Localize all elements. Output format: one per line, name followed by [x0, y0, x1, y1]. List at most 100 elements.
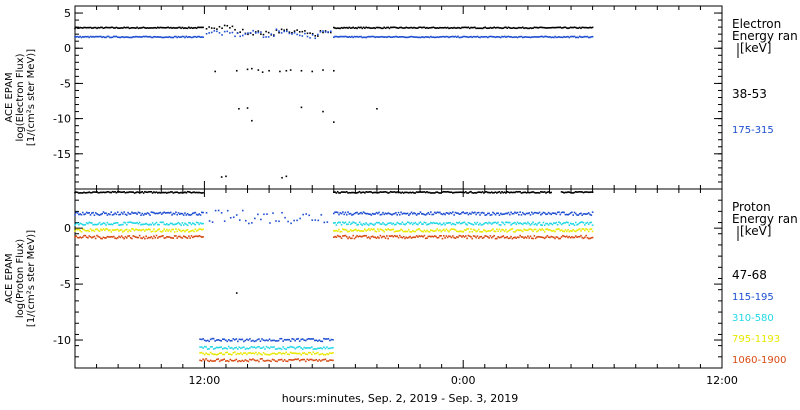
point-blue: [442, 212, 445, 215]
gap-point-cyan: [220, 346, 223, 348]
point-yellow: [550, 229, 552, 232]
point-blue: [560, 36, 563, 39]
point-blue: [417, 36, 419, 39]
point-yellow: [493, 230, 496, 233]
point-black: [437, 191, 440, 194]
point-black: [79, 192, 81, 194]
scatter-point-black: [251, 67, 253, 70]
point-blue: [182, 214, 185, 216]
point-blue: [572, 214, 574, 216]
point-yellow: [536, 230, 538, 233]
point-orange: [171, 237, 173, 239]
point-blue: [157, 36, 159, 38]
gap-point-yellow: [285, 351, 287, 354]
point-blue: [565, 213, 568, 216]
point-black: [122, 191, 124, 193]
point-black: [415, 191, 418, 193]
gap-point-yellow: [307, 351, 310, 354]
point-black: [506, 27, 508, 30]
point-black: [193, 191, 195, 193]
gap-point-cyan: [244, 348, 247, 350]
point-blue: [532, 213, 534, 215]
point-yellow: [376, 228, 379, 230]
point-black: [85, 26, 88, 29]
gap-point-orange: [327, 360, 330, 362]
point-cyan: [137, 222, 140, 225]
point-black: [573, 26, 576, 29]
point-blue: [433, 211, 436, 214]
point-blue: [333, 212, 335, 215]
gap-point-cyan: [211, 345, 213, 348]
gap-point-blue: [203, 339, 206, 342]
gap-point-blue: [221, 34, 223, 36]
point-black: [93, 26, 96, 29]
gap-point-black: [247, 33, 249, 36]
point-blue: [79, 35, 81, 38]
point-cyan: [352, 221, 355, 223]
point-blue: [94, 35, 97, 38]
point-blue: [102, 35, 105, 38]
point-orange: [550, 235, 552, 238]
point-blue: [155, 36, 158, 38]
point-orange: [541, 236, 543, 239]
gap-point-orange: [294, 358, 296, 361]
gap-point-cyan: [265, 345, 268, 348]
point-black: [590, 191, 593, 193]
point-orange: [471, 237, 474, 240]
point-cyan: [182, 224, 185, 226]
point-cyan: [98, 221, 101, 224]
point-orange: [137, 236, 140, 239]
point-blue: [137, 36, 140, 38]
scatter-point-black: [238, 107, 240, 110]
gap-point-black: [213, 27, 216, 30]
point-blue: [454, 211, 457, 214]
gap-point-blue: [301, 35, 304, 37]
point-orange: [462, 235, 464, 237]
gap-point-yellow: [227, 353, 230, 355]
gap-point-blue: [241, 209, 244, 212]
point-blue: [334, 35, 336, 38]
point-orange: [131, 237, 133, 240]
scatter-point-black: [376, 107, 378, 110]
point-yellow: [569, 229, 572, 232]
point-yellow: [520, 229, 523, 232]
point-black: [336, 190, 339, 193]
gap-point-cyan: [264, 348, 266, 350]
point-black: [110, 191, 113, 194]
point-yellow: [524, 229, 527, 231]
point-blue: [107, 35, 110, 38]
point-blue: [510, 36, 512, 38]
point-orange: [151, 237, 154, 240]
point-blue: [97, 213, 100, 216]
point-yellow: [157, 229, 159, 231]
gap-point-cyan: [200, 346, 203, 348]
point-blue: [376, 36, 379, 38]
point-yellow: [186, 228, 189, 231]
point-yellow: [357, 229, 360, 232]
gap-point-blue: [267, 36, 270, 38]
gap-point-yellow: [211, 352, 213, 355]
point-yellow: [85, 229, 88, 232]
point-yellow: [101, 229, 103, 232]
point-cyan: [106, 221, 109, 224]
point-blue: [96, 35, 98, 38]
point-blue: [547, 36, 550, 38]
point-blue: [492, 35, 494, 38]
point-cyan: [123, 221, 125, 224]
gap-point-yellow: [230, 353, 233, 356]
point-black: [466, 192, 468, 194]
point-orange: [105, 237, 107, 239]
point-blue: [464, 212, 467, 215]
point-cyan: [406, 221, 409, 224]
point-black: [142, 192, 145, 194]
point-blue: [358, 35, 361, 38]
point-blue: [525, 36, 528, 38]
y-axis-title: log(Proton Flux): [15, 239, 26, 318]
point-black: [551, 26, 554, 29]
gap-point-orange: [230, 359, 233, 362]
point-yellow: [343, 228, 345, 231]
point-yellow: [528, 228, 530, 231]
point-cyan: [555, 221, 558, 224]
point-cyan: [585, 222, 587, 225]
point-yellow: [398, 229, 401, 232]
